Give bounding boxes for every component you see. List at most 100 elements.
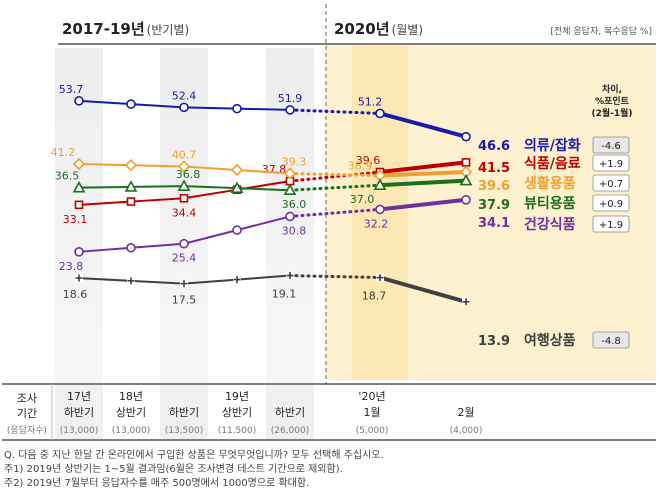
data-label: 32.2 [364, 217, 389, 230]
data-label: 52.4 [172, 89, 197, 102]
data-label: 18.7 [362, 290, 387, 303]
data-label: 19.1 [272, 288, 297, 301]
diff-box [592, 215, 630, 233]
data-point [230, 163, 244, 177]
data-label: 51.2 [358, 95, 383, 108]
data-point [72, 157, 86, 171]
data-point [230, 181, 244, 193]
data-point [126, 197, 136, 206]
series-line-2020 [378, 275, 468, 304]
end-value-label: 34.1 [478, 216, 510, 231]
data-point [124, 180, 138, 192]
series-name-label: 건강식품 [524, 216, 576, 233]
data-label: 40.7 [172, 148, 197, 161]
data-label: 18.6 [63, 288, 88, 301]
period-bands [55, 46, 408, 384]
series-line-2020 [378, 160, 468, 175]
diff-value: +0.7 [599, 179, 623, 190]
data-point [285, 105, 295, 115]
table-period-n: (13,000) [112, 426, 151, 436]
data-label: 30.8 [282, 224, 307, 237]
data-label: 38.9 [348, 160, 373, 173]
diff-box [592, 194, 630, 212]
plot-area: 53.752.4 51.9 51.233.134.437.839.641.2 40.7… [51, 83, 473, 307]
diff-box [592, 174, 630, 192]
series-5: 18.6 17.5 19.1 18.7 [63, 271, 470, 307]
data-label: 53.7 [59, 83, 84, 96]
table-column-bg [55, 385, 103, 439]
table-row-label-1: 조사 [17, 392, 37, 405]
data-label: 23.8 [59, 260, 84, 273]
left-period-title: 2017-19년 (반기별) [62, 20, 189, 38]
table-column-bg [213, 385, 261, 439]
data-point [375, 204, 385, 215]
series-4: 23.8 25.4 30.8 32.2 [59, 194, 471, 273]
series-line-2020 [378, 197, 468, 212]
series-labels: 46.6 의류/잡화 -4.6 41.5 식품/음료 +1.9 39.6 생활용품 +0.7 37… [478, 136, 630, 349]
data-point-cross [376, 274, 384, 282]
table-period-n: (11,500) [218, 426, 257, 436]
table-period-top: 18년 [119, 390, 143, 403]
data-label: 37.0 [350, 193, 375, 206]
series-line-2020 [378, 111, 468, 139]
table-period-top: 17년 [67, 390, 91, 403]
data-point [285, 211, 295, 222]
data-point [461, 158, 471, 167]
diff-value: +1.9 [599, 220, 623, 231]
diff-value: +0.9 [599, 199, 623, 210]
data-point [126, 99, 136, 109]
series-line-2020 [378, 178, 468, 188]
diff-header-2: %포인트 [595, 96, 630, 107]
table-period-n: (13,000) [60, 426, 99, 436]
data-label: 39.6 [356, 154, 381, 167]
data-label: 34.4 [172, 206, 197, 219]
table-column-bg [160, 385, 208, 439]
series-name-label: 뷰티용품 [524, 196, 576, 212]
diff-value: -4.6 [601, 141, 621, 152]
series-3: 36.5 36.8 36.0 37.0 [55, 168, 473, 211]
data-point-cross [286, 272, 294, 280]
data-point [179, 238, 189, 249]
data-label: 17.5 [172, 294, 197, 307]
end-value-label: 37.9 [478, 198, 510, 213]
table-column-bg [107, 385, 155, 439]
scope-note: [전체 응답자, 복수응답 %] [550, 25, 652, 37]
end-value-label: 39.6 [478, 179, 510, 194]
table-period-top: 19년 [225, 390, 249, 403]
data-point [283, 183, 297, 195]
diff-box [592, 136, 630, 154]
table-period-bottom: 하반기 [64, 405, 94, 419]
end-value-label: 13.9 [478, 334, 510, 349]
data-label: 25.4 [172, 252, 197, 265]
end-value-label: 41.5 [478, 161, 510, 176]
data-label: 36.8 [176, 168, 201, 181]
series-0: 53.7 52.4 51.9 51.2 [59, 83, 471, 142]
data-point [373, 178, 387, 190]
table-column: 2월 (4,000) [450, 406, 483, 436]
series-name-label: 식품/음료 [524, 156, 581, 172]
data-point-cross [462, 298, 470, 306]
data-point [232, 103, 242, 114]
table-column-bg [266, 385, 314, 439]
data-point-cross [233, 276, 241, 284]
data-point [461, 131, 471, 142]
series-2: 41.2 40.7 39.3 38.9 [51, 146, 473, 182]
data-label: 39.3 [282, 156, 307, 169]
data-point [72, 181, 86, 193]
table-period-n: (4,000) [450, 426, 483, 436]
diff-box [592, 154, 630, 172]
data-point [126, 242, 136, 253]
data-point [177, 179, 191, 191]
table-column: 하반기 (26,000) [266, 385, 314, 439]
series-line-2020 [378, 170, 468, 178]
series-name-label: 생활용품 [524, 175, 576, 192]
diff-box [592, 331, 630, 349]
table-column: '20년 1월 (5,000) [356, 390, 389, 436]
table-row-label-n: (응답자수) [7, 424, 47, 436]
table-period-bottom: 상반기 [222, 406, 252, 419]
series-name-label: 의류/잡화 [524, 137, 581, 154]
